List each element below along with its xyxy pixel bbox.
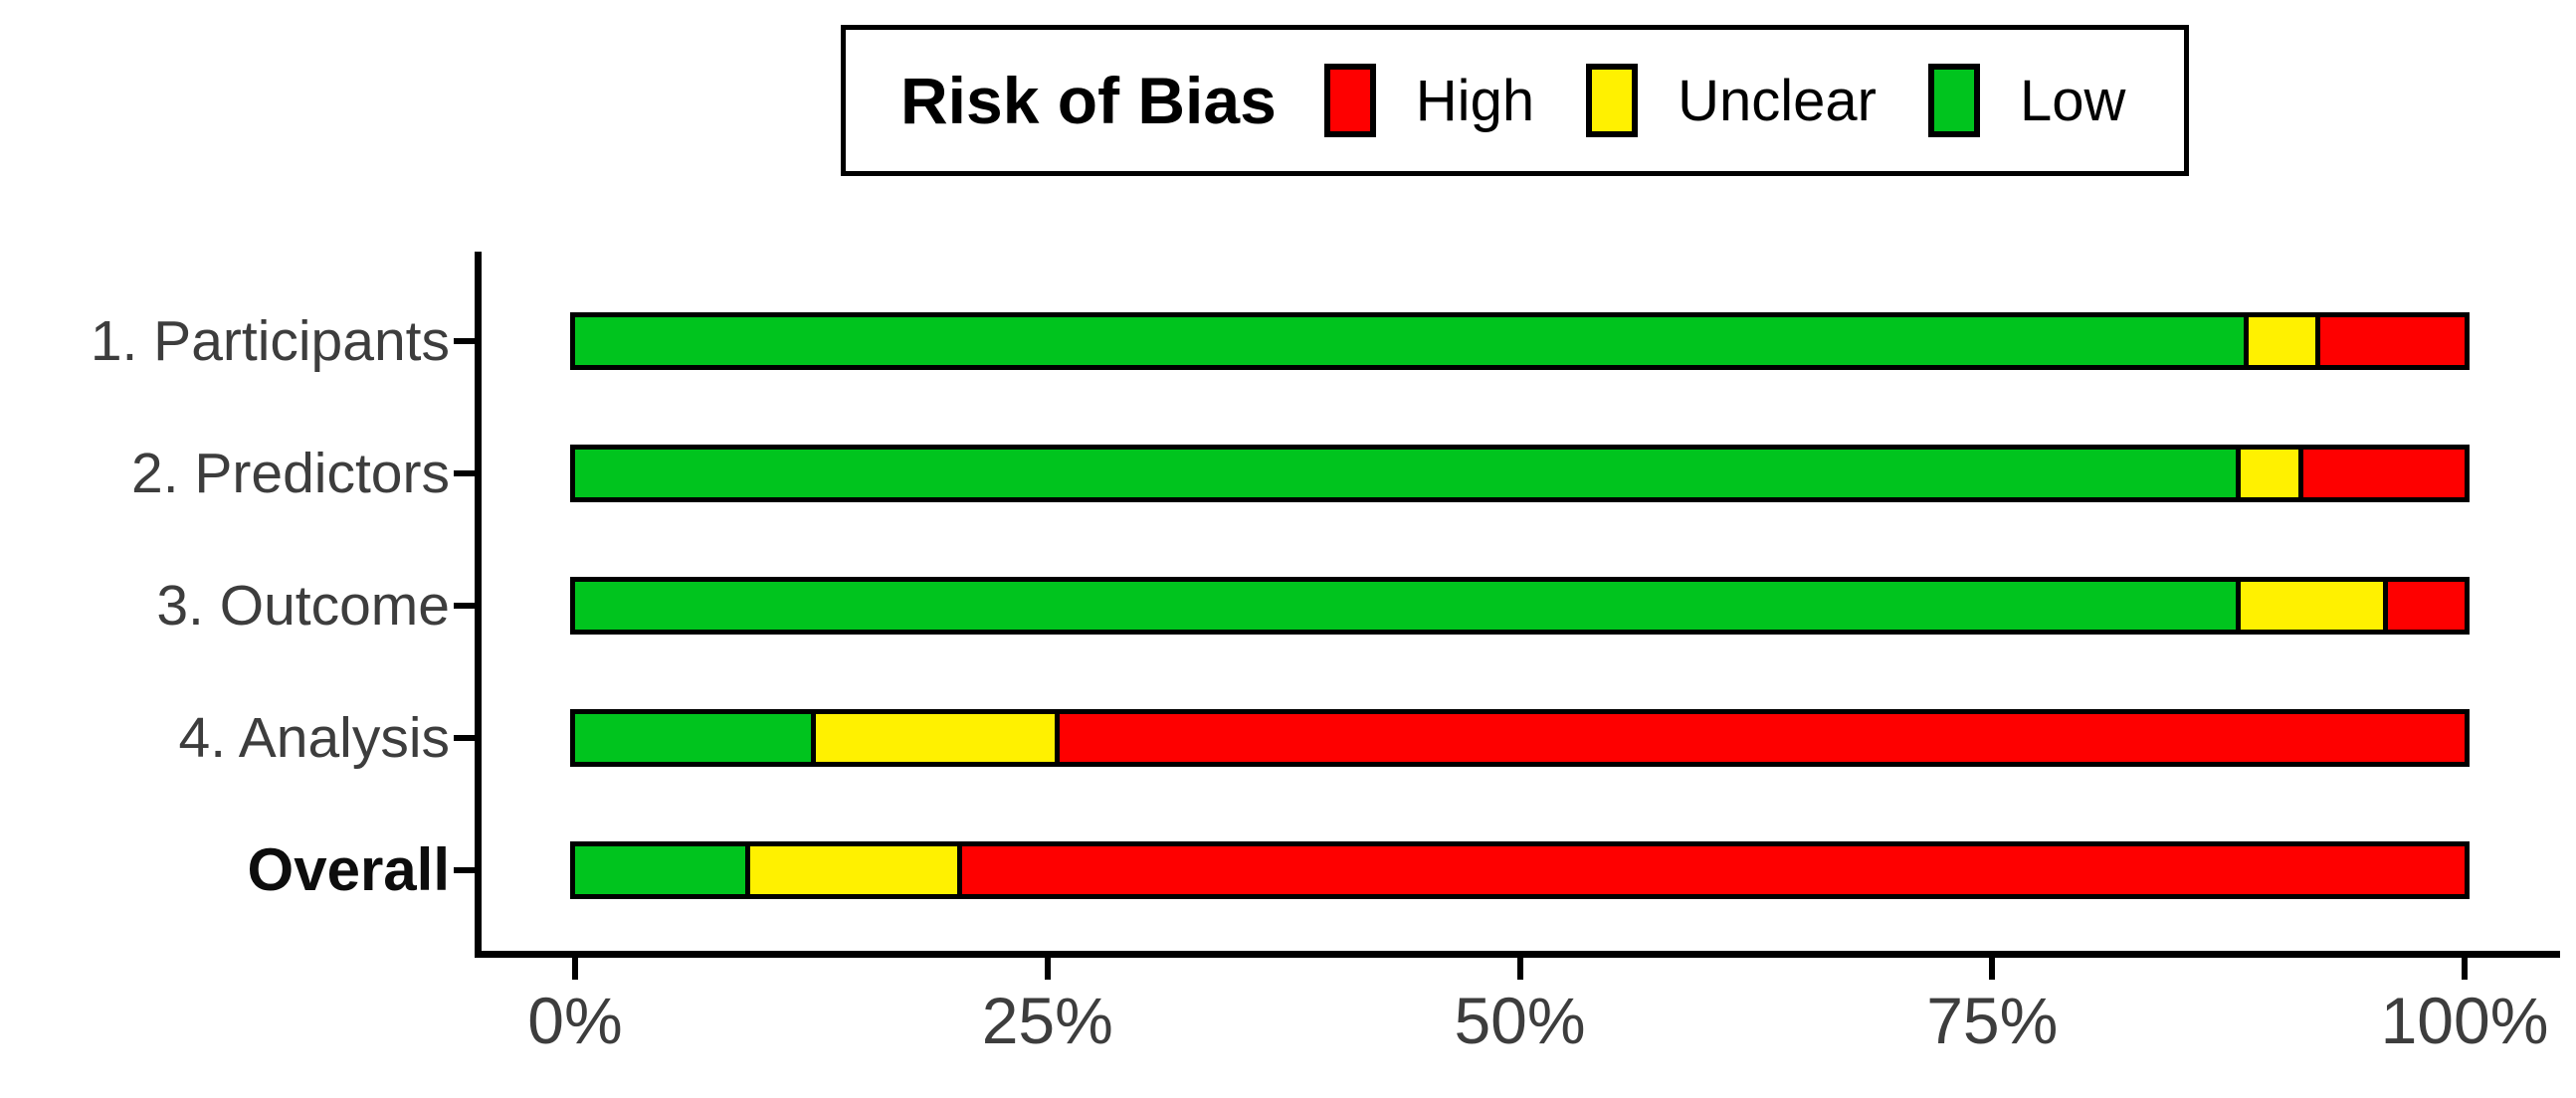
legend-title: Risk of Bias bbox=[900, 64, 1277, 137]
legend-item-label: Unclear bbox=[1678, 68, 1877, 133]
legend-item: Unclear bbox=[1586, 64, 1877, 137]
x-axis-tick bbox=[1044, 958, 1051, 980]
bar-segment-high bbox=[1055, 714, 2465, 762]
bar-segment-unclear bbox=[744, 846, 957, 894]
y-axis-tick bbox=[454, 338, 478, 344]
legend-item: Low bbox=[1927, 64, 2126, 137]
bar-row-outcome bbox=[570, 577, 2470, 635]
y-axis-tick bbox=[454, 867, 478, 873]
bar-segment-low bbox=[575, 846, 745, 894]
y-axis-label: 3. Outcome bbox=[156, 574, 450, 638]
bar-segment-high bbox=[2383, 582, 2465, 630]
bar-segment-unclear bbox=[811, 714, 1056, 762]
bar-segment-low bbox=[575, 714, 812, 762]
y-axis-tick bbox=[454, 470, 478, 476]
legend-swatch-low-icon bbox=[1927, 64, 1980, 137]
bar-row-overall bbox=[570, 841, 2470, 899]
y-axis-tick bbox=[454, 603, 478, 609]
y-axis-label: 2. Predictors bbox=[131, 442, 450, 505]
legend-item: High bbox=[1323, 64, 1535, 137]
legend-box: Risk of Bias High Unclear Low bbox=[841, 25, 2189, 176]
x-axis-tick-label: 25% bbox=[981, 984, 1113, 1057]
bar-segment-unclear bbox=[2236, 582, 2384, 630]
x-axis-tick bbox=[572, 958, 578, 980]
x-axis-tick-label: 75% bbox=[1926, 984, 2059, 1057]
legend-swatch-high-icon bbox=[1323, 64, 1376, 137]
bar-row-analysis bbox=[570, 709, 2470, 767]
bar-row-participants bbox=[570, 312, 2470, 370]
bar-segment-high bbox=[2297, 450, 2465, 497]
legend-swatch-unclear-icon bbox=[1586, 64, 1639, 137]
legend-items: High Unclear Low bbox=[1323, 64, 2178, 137]
legend-item-label: High bbox=[1415, 68, 1535, 133]
x-axis-line bbox=[475, 951, 2560, 958]
y-axis-line bbox=[475, 252, 482, 958]
y-axis-label: Overall bbox=[247, 836, 450, 903]
x-axis-tick-label: 50% bbox=[1454, 984, 1586, 1057]
x-axis-tick bbox=[1989, 958, 1996, 980]
bar-segment-high bbox=[2314, 317, 2465, 365]
bar-segment-low bbox=[575, 317, 2244, 365]
x-axis-tick bbox=[1516, 958, 1523, 980]
y-axis-label: 1. Participants bbox=[90, 309, 450, 373]
bar-row-predictors bbox=[570, 445, 2470, 502]
x-axis-tick bbox=[2462, 958, 2468, 980]
x-axis-tick-label: 100% bbox=[2380, 984, 2549, 1057]
x-axis-tick-label: 0% bbox=[527, 984, 623, 1057]
bar-segment-unclear bbox=[2236, 450, 2298, 497]
bar-segment-low bbox=[575, 582, 2237, 630]
legend-item-label: Low bbox=[2019, 68, 2126, 133]
bar-segment-unclear bbox=[2243, 317, 2315, 365]
y-axis-tick bbox=[454, 735, 478, 741]
y-axis-label: 4. Analysis bbox=[178, 706, 450, 770]
bar-segment-low bbox=[575, 450, 2237, 497]
bar-segment-high bbox=[956, 846, 2465, 894]
